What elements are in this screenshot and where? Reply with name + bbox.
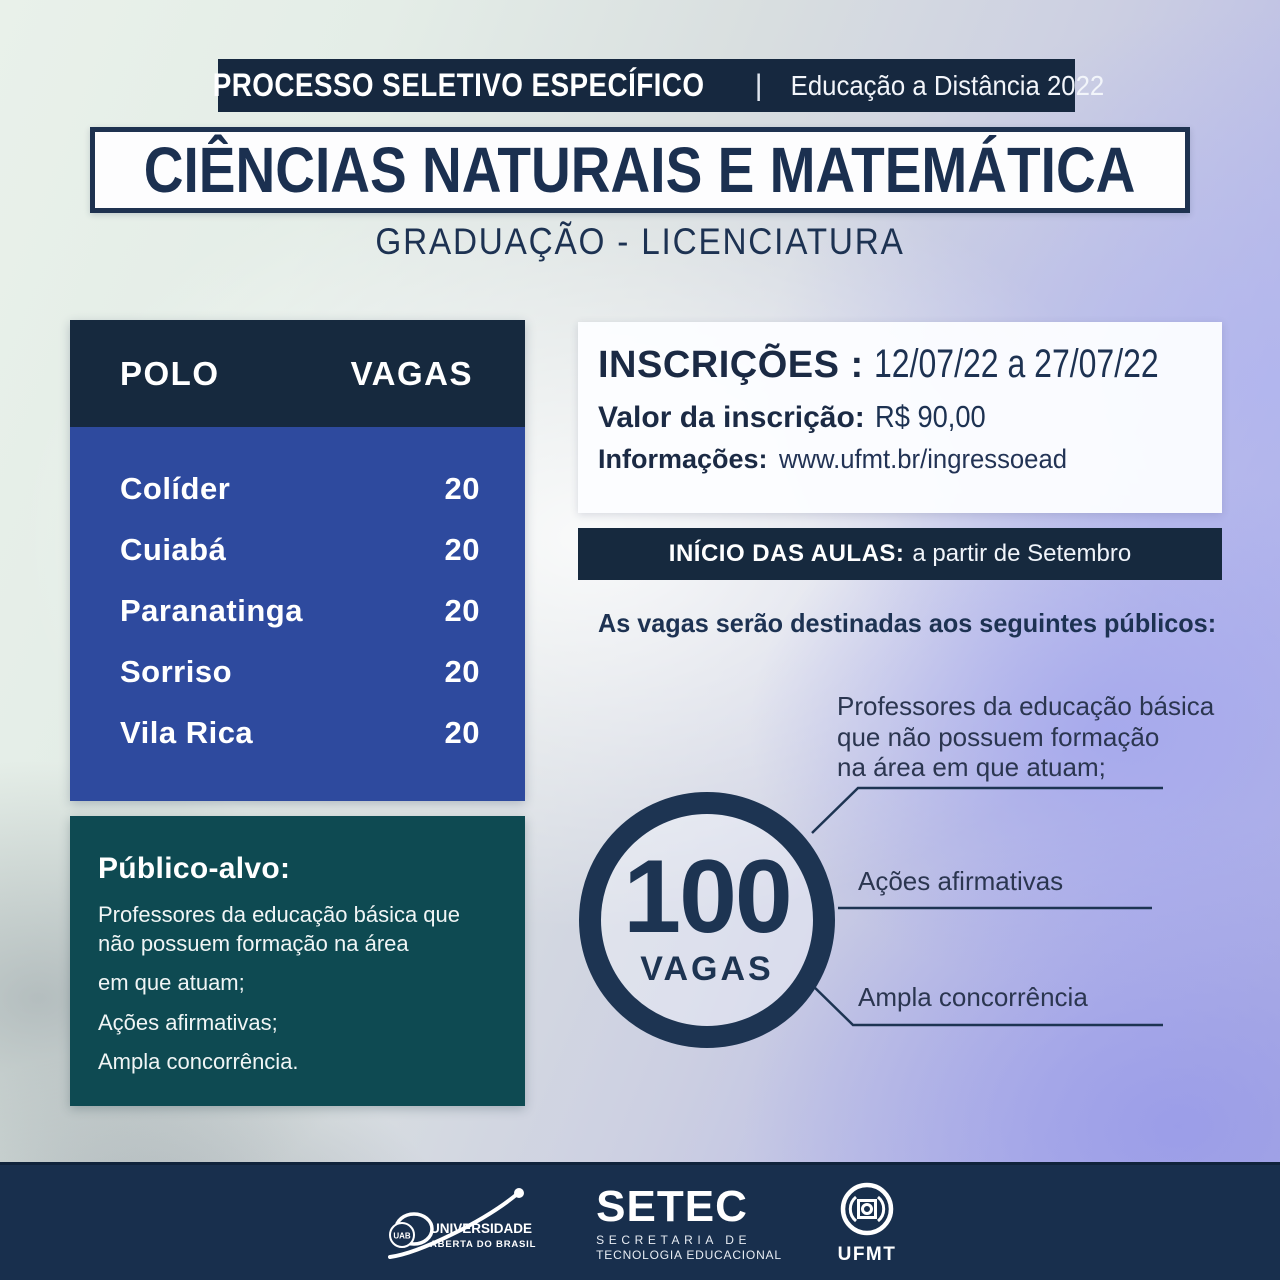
ufmt-name: UFMT — [837, 1244, 896, 1265]
setec-name: SETEC — [596, 1181, 748, 1231]
course-title-box: CIÊNCIAS NATURAIS E MATEMÁTICA — [90, 127, 1190, 213]
banner-separator: | — [754, 68, 763, 102]
callout-line: na área em que atuam; — [837, 752, 1106, 783]
callout-line: que não possuem formação — [837, 721, 1160, 752]
callout-professores: Professores da educação básica que não p… — [837, 691, 1214, 783]
ufmt-logo: UFMT — [837, 1182, 896, 1265]
callout-line: Professores da educação básica — [837, 691, 1215, 721]
table-row: Vila Rica 20 — [70, 702, 525, 763]
polos-table-header: POLO VAGAS — [70, 320, 525, 427]
inicio-aulas-value: a partir de Setembro — [912, 540, 1132, 567]
total-vagas-unit: VAGAS — [640, 950, 774, 989]
polo-name: Sorriso — [120, 653, 233, 689]
inscricoes-box: INSCRIÇÕES : 12/07/22 a 27/07/22 Valor d… — [578, 322, 1222, 513]
course-degree-wrap: GRADUAÇÃO - LICENCIATURA — [0, 221, 1280, 263]
uab-line1: UNIVERSIDADE — [430, 1221, 532, 1236]
polo-vagas: 20 — [444, 653, 480, 689]
process-banner: PROCESSO SELETIVO ESPECÍFICO | Educação … — [212, 59, 1104, 112]
valor-line: Valor da inscrição: R$ 90,00 — [598, 399, 1206, 435]
info-label: Informações: — [598, 444, 768, 474]
polos-table: POLO VAGAS Colíder 20 Cuiabá 20 Paranati… — [70, 320, 525, 801]
table-row: Sorriso 20 — [70, 641, 525, 702]
valor-value: R$ 90,00 — [875, 399, 986, 434]
table-row: Colíder 20 — [70, 458, 525, 519]
inscricoes-line: INSCRIÇÕES : 12/07/22 a 27/07/22 — [598, 342, 1206, 387]
total-vagas-number: 100 — [623, 838, 793, 955]
polo-vagas: 20 — [444, 592, 480, 628]
table-row: Cuiabá 20 — [70, 519, 525, 580]
publico-alvo-item: Ampla concorrência. — [98, 1049, 299, 1075]
publico-alvo-item: em que atuam; — [98, 970, 245, 996]
publico-alvo-item: Professores da educação básica que não p… — [98, 902, 461, 956]
publico-alvo-heading: Público-alvo: — [98, 852, 291, 885]
info-line: Informações: www.ufmt.br/ingressoead — [598, 444, 1206, 475]
inscricoes-label: INSCRIÇÕES : — [598, 344, 864, 386]
polo-vagas: 20 — [444, 470, 480, 506]
info-url-link[interactable]: www.ufmt.br/ingressoead — [779, 444, 1067, 474]
publico-alvo-item: Ações afirmativas; — [98, 1009, 278, 1035]
valor-label: Valor da inscrição: — [598, 401, 865, 434]
course-degree: GRADUAÇÃO - LICENCIATURA — [375, 221, 905, 262]
publico-alvo-box: Público-alvo: Professores da educação bá… — [70, 816, 525, 1106]
callout-acoes-afirmativas: Ações afirmativas — [858, 866, 1063, 897]
inscricoes-period: 12/07/22 a 27/07/22 — [874, 342, 1159, 386]
table-row: Paranatinga 20 — [70, 580, 525, 641]
callout-line: Ampla concorrência — [858, 982, 1088, 1012]
polo-name: Colíder — [120, 470, 231, 506]
inicio-aulas-label: INÍCIO DAS AULAS: — [668, 540, 905, 567]
polos-table-body: Colíder 20 Cuiabá 20 Paranatinga 20 Sorr… — [70, 427, 525, 801]
polo-name: Cuiabá — [120, 531, 227, 567]
polo-vagas: 20 — [444, 714, 480, 750]
uab-line2: ABERTA DO BRASIL — [430, 1239, 536, 1250]
process-title: PROCESSO SELETIVO ESPECÍFICO — [212, 67, 705, 103]
vagas-heading-wrap: As vagas serão destinadas aos seguintes … — [598, 608, 1235, 639]
col-header-vagas: VAGAS — [350, 354, 473, 392]
course-title: CIÊNCIAS NATURAIS E MATEMÁTICA — [144, 134, 1136, 206]
col-header-polo: POLO — [120, 354, 220, 392]
setec-logo: SETEC SECRETARIA DE TECNOLOGIA EDUCACION… — [596, 1181, 782, 1262]
callout-line: Ações afirmativas — [858, 866, 1064, 896]
vagas-heading: As vagas serão destinadas aos seguintes … — [598, 608, 1217, 638]
setec-line1: SECRETARIA DE — [596, 1232, 752, 1247]
process-edition: Educação a Distância 2022 — [790, 69, 1104, 101]
setec-line2: TECNOLOGIA EDUCACIONAL — [596, 1247, 782, 1262]
uab-logo: UAB UNIVERSIDADE ABERTA DO BRASIL — [388, 1187, 536, 1259]
footer-bar: UAB UNIVERSIDADE ABERTA DO BRASIL SETEC … — [0, 1162, 1280, 1280]
polo-vagas: 20 — [444, 531, 480, 567]
total-vagas-badge: 100 VAGAS — [579, 792, 835, 1048]
uab-acronym: UAB — [394, 1231, 412, 1240]
inicio-aulas-bar: INÍCIO DAS AULAS: a partir de Setembro — [578, 528, 1222, 580]
polo-name: Vila Rica — [120, 714, 254, 750]
callout-ampla-concorrencia: Ampla concorrência — [858, 982, 1088, 1013]
polo-name: Paranatinga — [120, 592, 303, 628]
